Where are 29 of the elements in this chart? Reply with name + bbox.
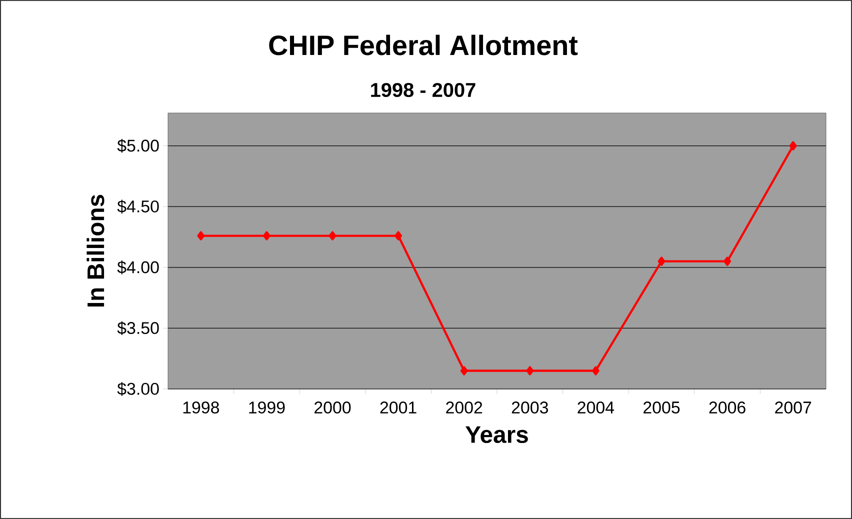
point [328, 231, 336, 240]
point [460, 366, 468, 376]
point [526, 366, 534, 376]
point [724, 256, 732, 266]
x-tick-label: 2001 [380, 402, 416, 414]
point [394, 231, 402, 240]
chart-subtitle: 1998 - 2007 [371, 82, 476, 98]
x-tick-label: 2007 [775, 402, 812, 414]
point [263, 231, 270, 240]
point [592, 366, 600, 376]
y-tick-label: $3.50 [117, 321, 159, 336]
x-tick-label: 2000 [314, 402, 351, 414]
x-axis-title: Years [466, 426, 528, 444]
y-tick-label: $4.50 [117, 200, 159, 214]
y-tick-label: $5.00 [117, 138, 159, 153]
x-tick-label: 2002 [446, 402, 482, 414]
x-tick-label: 1999 [249, 402, 285, 414]
x-tick-label: 1998 [183, 402, 220, 414]
y-tick-label: $3.00 [117, 382, 159, 396]
point [789, 141, 797, 150]
y-axis-title: In Billions [86, 194, 104, 307]
chart-title: CHIP Federal Allotment [269, 34, 578, 56]
x-tick-label: 2003 [512, 402, 548, 414]
x-tick-label: 2006 [709, 402, 746, 414]
x-tick-label: 2005 [644, 402, 680, 414]
x-tick-label: 2004 [578, 402, 614, 414]
point [197, 231, 205, 240]
point [658, 256, 666, 266]
y-tick-label: $4.00 [117, 260, 159, 274]
